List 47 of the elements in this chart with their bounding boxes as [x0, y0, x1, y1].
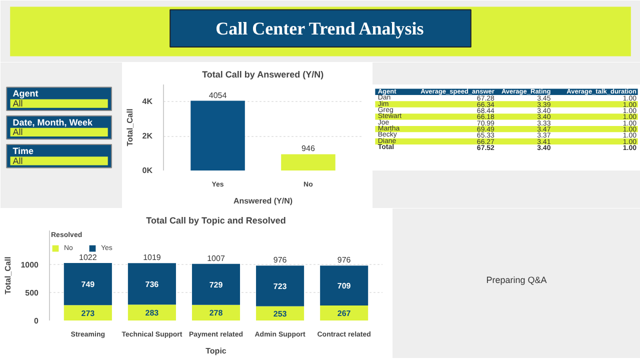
y-axis-title: Total_Call — [4, 256, 13, 294]
x-axis-title: Answered (Y/N) — [233, 196, 293, 206]
y-tick-label: 2K — [142, 132, 153, 141]
y-tick-label: 0K — [142, 166, 153, 175]
bar — [128, 304, 176, 320]
chart-title: Total Call by Topic and Resolved — [146, 216, 286, 226]
y-axis-title: Total_Call — [125, 108, 134, 146]
text: Preparing Q&A — [486, 275, 547, 285]
total-label: 976 — [337, 256, 352, 265]
total-label: 1019 — [143, 253, 162, 262]
data-label: 267 — [337, 308, 352, 318]
data-label: 723 — [273, 282, 288, 291]
bar — [192, 304, 240, 320]
text: All — [12, 127, 23, 138]
data-label: 729 — [209, 280, 224, 290]
bar — [256, 266, 304, 306]
y-tick-label: 0 — [34, 316, 40, 326]
bar — [320, 266, 368, 306]
bar — [192, 264, 240, 305]
bar — [128, 263, 176, 305]
total-label: 1007 — [207, 254, 226, 263]
data-label: 278 — [209, 308, 224, 318]
y-tick-label: 500 — [25, 288, 40, 298]
data-label: 709 — [337, 282, 352, 291]
data-label: 283 — [145, 308, 160, 318]
text: Call Center Trend Analysis — [216, 18, 424, 38]
text: All — [12, 98, 23, 109]
text: All — [12, 156, 23, 166]
total-label: 976 — [273, 256, 288, 265]
bar — [64, 263, 112, 306]
data-label: 4054 — [208, 90, 228, 100]
y-tick-label: 1000 — [20, 260, 40, 270]
data-label: 273 — [81, 308, 96, 318]
text: Agent — [12, 88, 38, 99]
bar — [64, 305, 112, 320]
x-axis-title: Topic — [206, 346, 227, 356]
text: Date, Month, Week — [12, 117, 94, 128]
total-label: 1022 — [79, 253, 98, 262]
text: Time — [12, 146, 34, 156]
data-label: 946 — [302, 144, 316, 154]
y-tick-label: 4K — [142, 97, 153, 106]
data-label: 253 — [273, 309, 288, 318]
data-label: 736 — [145, 280, 160, 289]
chart-title: Total Call by Answered (Y/N) — [202, 70, 324, 80]
data-label: 749 — [81, 280, 96, 290]
bar — [320, 305, 368, 320]
bar — [256, 306, 304, 320]
